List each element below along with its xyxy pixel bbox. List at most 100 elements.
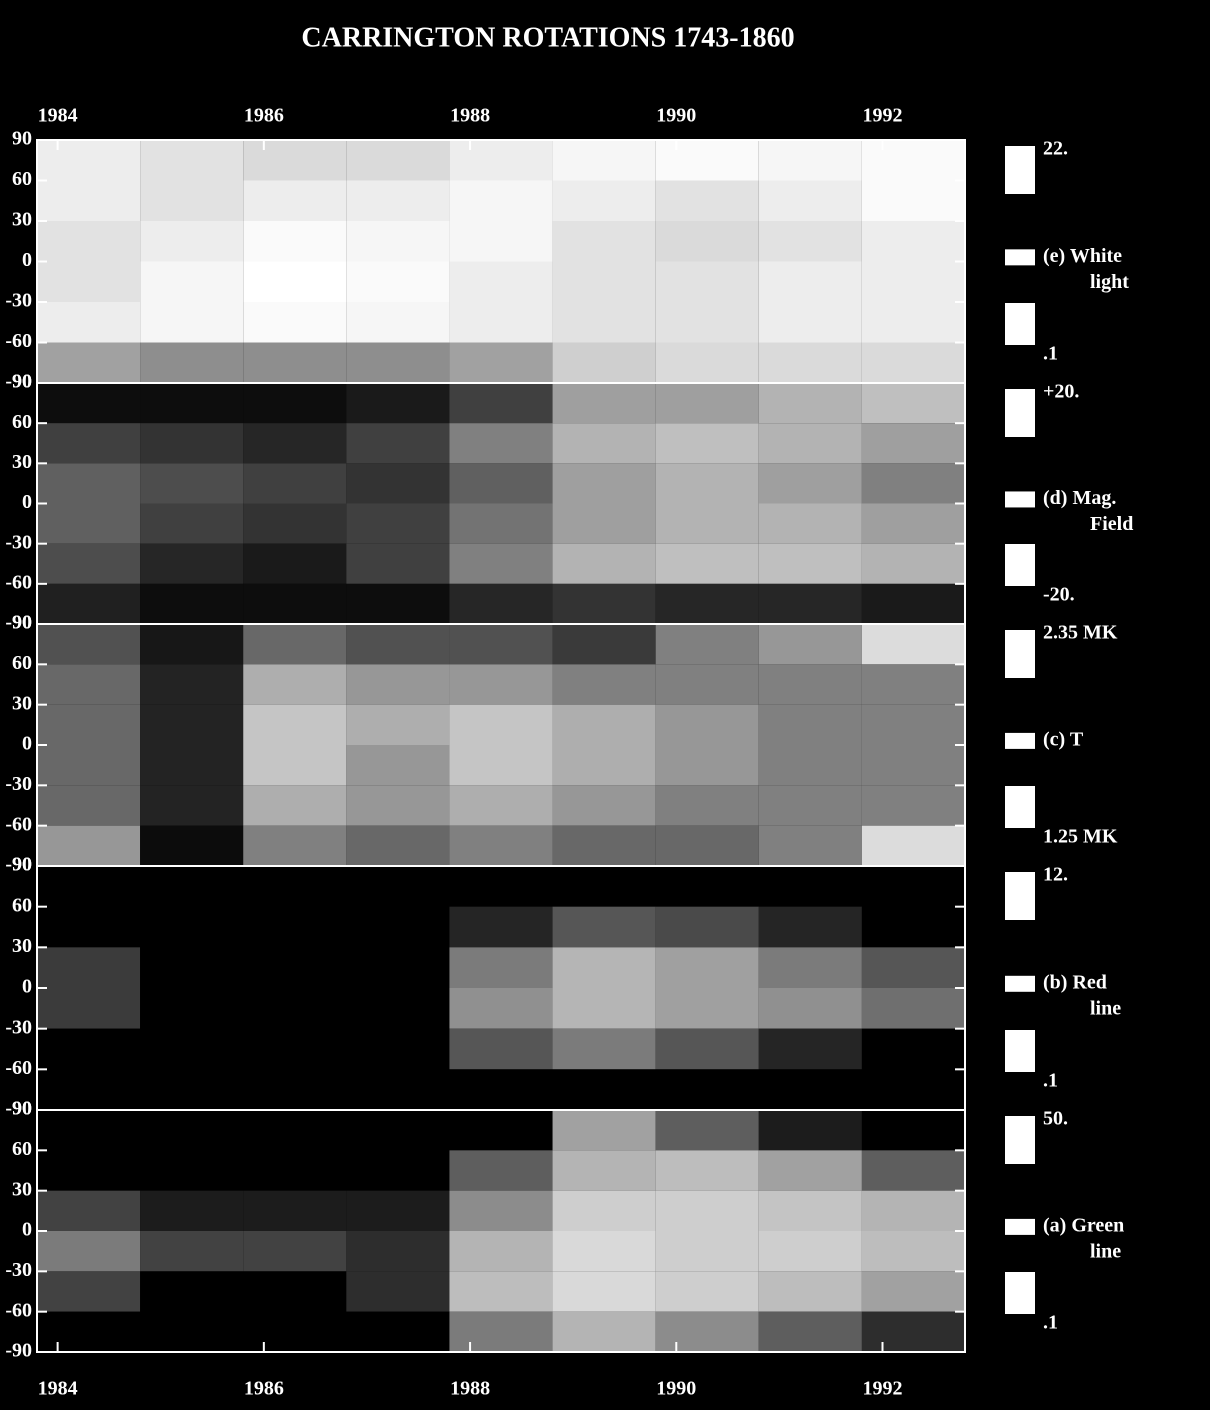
heatmap-cell xyxy=(37,907,140,948)
heatmap-cell xyxy=(243,140,346,181)
heatmap-cell xyxy=(37,866,140,907)
heatmap-cell xyxy=(862,907,965,948)
heatmap-cell xyxy=(759,907,862,948)
heatmap-cell xyxy=(449,1312,552,1352)
heatmap-cell xyxy=(140,1191,243,1231)
heatmap-cell xyxy=(553,504,656,544)
heatmap-cell xyxy=(243,262,346,303)
colorbar-block xyxy=(1005,1030,1035,1072)
heatmap-cell xyxy=(862,1231,965,1271)
y-tick-label: 0 xyxy=(22,491,32,513)
heatmap-cell xyxy=(449,584,552,624)
heatmap-cell xyxy=(140,947,243,988)
heatmap-cell xyxy=(140,624,243,664)
heatmap-cell xyxy=(346,907,449,948)
heatmap-cell xyxy=(140,1271,243,1311)
panel-label: line xyxy=(1090,997,1121,1019)
heatmap-cell xyxy=(656,343,759,384)
y-tick-label: 90 xyxy=(12,371,32,393)
heatmap-cell xyxy=(759,343,862,384)
heatmap-cell xyxy=(346,624,449,664)
heatmap-cell xyxy=(243,1312,346,1352)
heatmap-cell xyxy=(140,302,243,343)
heatmap-cell xyxy=(449,1069,552,1110)
panel-label: Field xyxy=(1090,513,1133,535)
colorbar-block xyxy=(1005,491,1035,507)
heatmap-cell xyxy=(243,1150,346,1190)
heatmap-cell xyxy=(243,785,346,825)
heatmap-cell xyxy=(553,463,656,503)
colorbar-min: -20. xyxy=(1043,584,1075,606)
heatmap-cell xyxy=(656,826,759,866)
heatmap-cell xyxy=(656,988,759,1029)
y-tick-label: -60 xyxy=(5,330,32,352)
y-tick-label: -30 xyxy=(5,1016,32,1038)
heatmap-cell xyxy=(656,907,759,948)
heatmap-cell xyxy=(140,463,243,503)
heatmap-cell xyxy=(553,705,656,745)
heatmap-cell xyxy=(656,383,759,423)
heatmap-cell xyxy=(449,463,552,503)
heatmap-cell xyxy=(759,181,862,222)
heatmap-cell xyxy=(862,1191,965,1231)
heatmap-cell xyxy=(862,1150,965,1190)
y-tick-label: 30 xyxy=(12,451,32,473)
colorbar-block xyxy=(1005,1219,1035,1235)
x-tick-label: 1990 xyxy=(656,1378,696,1400)
y-tick-label: 30 xyxy=(12,692,32,714)
panel-label: line xyxy=(1090,1240,1121,1262)
heatmap-cell xyxy=(759,785,862,825)
heatmap-cell xyxy=(656,745,759,785)
heatmap-cell xyxy=(449,1231,552,1271)
heatmap-cell xyxy=(759,1271,862,1311)
heatmap-cell xyxy=(553,826,656,866)
heatmap-cell xyxy=(140,785,243,825)
heatmap-cell xyxy=(759,705,862,745)
heatmap-cell xyxy=(656,664,759,704)
heatmap-cell xyxy=(656,1110,759,1150)
heatmap-cell xyxy=(759,383,862,423)
colorbar-block xyxy=(1005,249,1035,265)
y-tick-label: 90 xyxy=(12,612,32,634)
heatmap-cell xyxy=(243,1110,346,1150)
heatmap-cell xyxy=(140,544,243,584)
heatmap-cell xyxy=(449,1271,552,1311)
heatmap-cell xyxy=(553,1191,656,1231)
heatmap-cell xyxy=(243,423,346,463)
heatmap-cell xyxy=(243,221,346,262)
heatmap-cell xyxy=(346,1150,449,1190)
heatmap-cell xyxy=(553,664,656,704)
heatmap-cell xyxy=(553,1312,656,1352)
heatmap-cell xyxy=(862,584,965,624)
heatmap-cell xyxy=(140,343,243,384)
heatmap-cell xyxy=(759,1069,862,1110)
heatmap-cell xyxy=(37,1312,140,1352)
heatmap-cell xyxy=(553,907,656,948)
heatmap-cell xyxy=(862,866,965,907)
colorbar-block xyxy=(1005,786,1035,828)
colorbar-max: 50. xyxy=(1043,1108,1068,1130)
heatmap-cell xyxy=(759,302,862,343)
heatmap-cell xyxy=(862,544,965,584)
heatmap-cell xyxy=(759,463,862,503)
heatmap-cell xyxy=(243,584,346,624)
heatmap-cell xyxy=(656,705,759,745)
heatmap-cell xyxy=(37,826,140,866)
heatmap-cell xyxy=(37,1231,140,1271)
heatmap-cell xyxy=(862,262,965,303)
heatmap-cell xyxy=(862,947,965,988)
heatmap-cell xyxy=(37,1271,140,1311)
heatmap-cell xyxy=(37,140,140,181)
heatmap-cell xyxy=(140,1312,243,1352)
heatmap-cell xyxy=(37,584,140,624)
panel-label: (e) White xyxy=(1043,245,1122,267)
heatmap-cell xyxy=(449,302,552,343)
heatmap-cell xyxy=(346,1231,449,1271)
heatmap-cell xyxy=(346,1312,449,1352)
colorbar-block xyxy=(1005,544,1035,586)
heatmap-cell xyxy=(759,1231,862,1271)
heatmap-cell xyxy=(656,866,759,907)
colorbar-block xyxy=(1005,1272,1035,1314)
heatmap-cell xyxy=(553,343,656,384)
heatmap-cell xyxy=(553,624,656,664)
